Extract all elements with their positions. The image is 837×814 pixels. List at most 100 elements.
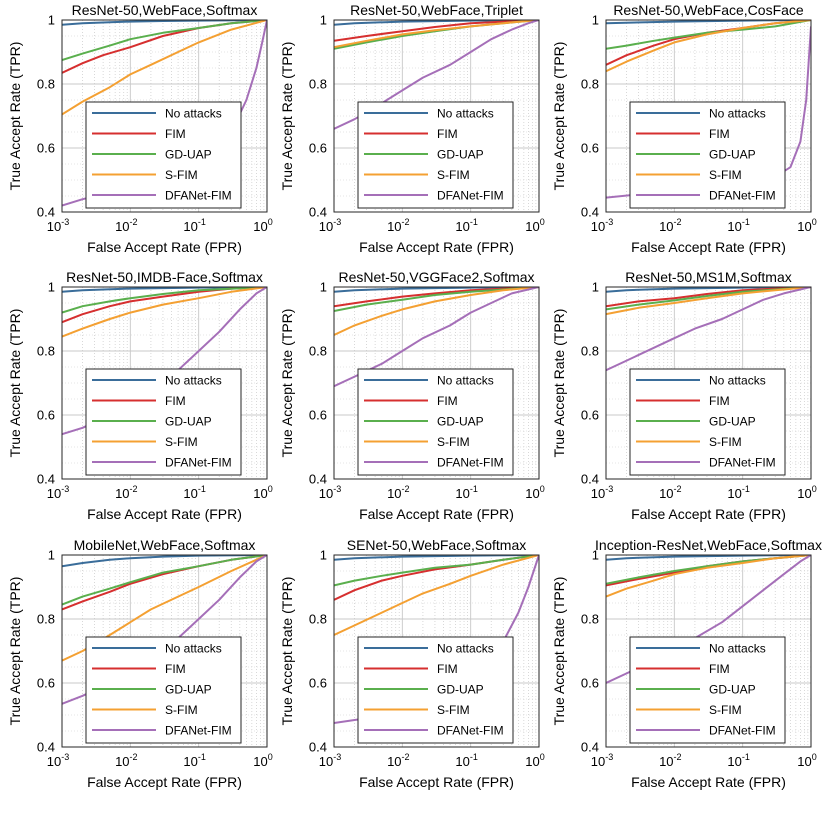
series-line-gd-uap	[62, 287, 267, 314]
legend-label: S-FIM	[165, 168, 198, 182]
axes-box	[605, 286, 812, 480]
legend-label: DFANet-FIM	[437, 456, 504, 470]
legend: No attacks FIM GD-UAP S-FIM DFANet-FIM	[629, 368, 786, 476]
roc-panel-8: 10-3 10-2 10-1 100 0.4 0.6 0.8 1 SENet-50,WebFac…	[279, 537, 545, 790]
x-tick-label: 100	[525, 752, 544, 769]
series-line-s-fim	[334, 555, 539, 636]
legend-label: S-FIM	[165, 435, 198, 449]
series-line-s-fim	[606, 20, 811, 73]
legend-label: No attacks	[165, 374, 222, 388]
legend-label: GD-UAP	[165, 148, 212, 162]
legend-label: FIM	[165, 127, 186, 141]
legend-label: DFANet-FIM	[165, 189, 232, 203]
roc-panel-1: 10-3 10-2 10-1 100 0.4 0.6 0.8 1 ResNet-50,WebFa…	[7, 2, 273, 255]
x-tick-label: 10-1	[455, 752, 477, 769]
x-axis-label: False Accept Rate (FPR)	[359, 239, 514, 255]
y-tick-label: 0.4	[581, 740, 599, 755]
axes-box	[605, 554, 812, 748]
y-tick-label: 1	[592, 280, 599, 295]
y-tick-label: 0.6	[309, 141, 327, 156]
x-tick-label: 100	[525, 484, 544, 501]
panel-title: ResNet-50,VGGFace2,Softmax	[338, 269, 534, 285]
legend-label: FIM	[437, 394, 458, 408]
y-tick-label: 0.8	[581, 344, 599, 359]
legend-label: S-FIM	[709, 703, 742, 717]
x-tick-label: 10-3	[319, 484, 341, 501]
y-tick-label: 0.8	[581, 77, 599, 92]
y-tick-label: 0.8	[309, 612, 327, 627]
series-line-fim	[606, 287, 811, 308]
y-tick-label: 0.8	[309, 344, 327, 359]
panel-title: Inception-ResNet,WebFace,Softmax	[595, 537, 822, 553]
legend-label: No attacks	[437, 107, 494, 121]
axes-box	[333, 286, 540, 480]
y-tick-label: 1	[592, 13, 599, 28]
x-tick-label: 10-2	[659, 484, 681, 501]
x-tick-label: 10-1	[727, 217, 749, 234]
panel-title: ResNet-50,WebFace,CosFace	[613, 2, 804, 18]
y-tick-label: 1	[48, 13, 55, 28]
x-tick-label: 10-3	[47, 752, 69, 769]
series-line-s-fim	[334, 287, 539, 336]
legend-label: No attacks	[437, 374, 494, 388]
y-axis-label: True Accept Rate (TPR)	[279, 42, 295, 191]
x-tick-label: 10-3	[319, 217, 341, 234]
axes-box	[333, 554, 540, 748]
x-axis-label: False Accept Rate (FPR)	[87, 239, 242, 255]
y-tick-label: 0.8	[37, 612, 55, 627]
x-tick-label: 100	[253, 484, 272, 501]
legend: No attacks FIM GD-UAP S-FIM DFANet-FIM	[357, 368, 514, 476]
x-tick-label: 10-1	[455, 484, 477, 501]
x-tick-label: 100	[797, 217, 816, 234]
y-axis-label: True Accept Rate (TPR)	[551, 42, 567, 191]
x-axis-label: False Accept Rate (FPR)	[87, 774, 242, 790]
x-tick-label: 10-2	[659, 752, 681, 769]
y-tick-label: 0.8	[37, 344, 55, 359]
legend-label: GD-UAP	[437, 683, 484, 697]
series-line-s-fim	[606, 287, 811, 316]
x-tick-label: 10-3	[591, 484, 613, 501]
y-tick-label: 0.6	[37, 676, 55, 691]
legend-label: DFANet-FIM	[709, 189, 776, 203]
legend-label: GD-UAP	[437, 148, 484, 162]
legend: No attacks FIM GD-UAP S-FIM DFANet-FIM	[85, 636, 242, 744]
legend-label: S-FIM	[437, 703, 470, 717]
x-tick-label: 10-3	[591, 217, 613, 234]
y-axis-label: True Accept Rate (TPR)	[7, 309, 23, 458]
axes-box	[61, 19, 268, 213]
series-line-gd-uap	[334, 555, 539, 587]
x-tick-label: 10-2	[387, 217, 409, 234]
y-tick-label: 0.4	[309, 740, 327, 755]
legend-label: FIM	[437, 127, 458, 141]
panel-title: ResNet-50,WebFace,Triplet	[350, 2, 523, 18]
axes-box	[61, 554, 268, 748]
x-tick-label: 100	[797, 484, 816, 501]
x-tick-label: 100	[253, 752, 272, 769]
y-tick-label: 0.8	[37, 77, 55, 92]
y-tick-label: 0.6	[581, 141, 599, 156]
legend-label: S-FIM	[437, 168, 470, 182]
legend-label: GD-UAP	[709, 415, 756, 429]
y-tick-label: 0.6	[37, 408, 55, 423]
y-tick-label: 0.6	[309, 676, 327, 691]
legend-label: GD-UAP	[437, 415, 484, 429]
legend-label: FIM	[165, 662, 186, 676]
legend: No attacks FIM GD-UAP S-FIM DFANet-FIM	[629, 636, 786, 744]
series-line-s-fim	[62, 287, 267, 338]
legend-label: FIM	[709, 394, 730, 408]
y-axis-label: True Accept Rate (TPR)	[7, 42, 23, 191]
legend: No attacks FIM GD-UAP S-FIM DFANet-FIM	[629, 101, 786, 209]
x-axis-label: False Accept Rate (FPR)	[631, 506, 786, 522]
y-tick-label: 0.4	[37, 472, 55, 487]
axes-box	[333, 19, 540, 213]
y-tick-label: 0.8	[581, 612, 599, 627]
series-line-gd-uap	[606, 20, 811, 50]
series-line-dfanet-fim	[606, 287, 811, 372]
y-tick-label: 1	[320, 280, 327, 295]
y-tick-label: 1	[48, 280, 55, 295]
legend-label: S-FIM	[709, 435, 742, 449]
x-axis-label: False Accept Rate (FPR)	[359, 506, 514, 522]
y-tick-label: 1	[592, 548, 599, 563]
